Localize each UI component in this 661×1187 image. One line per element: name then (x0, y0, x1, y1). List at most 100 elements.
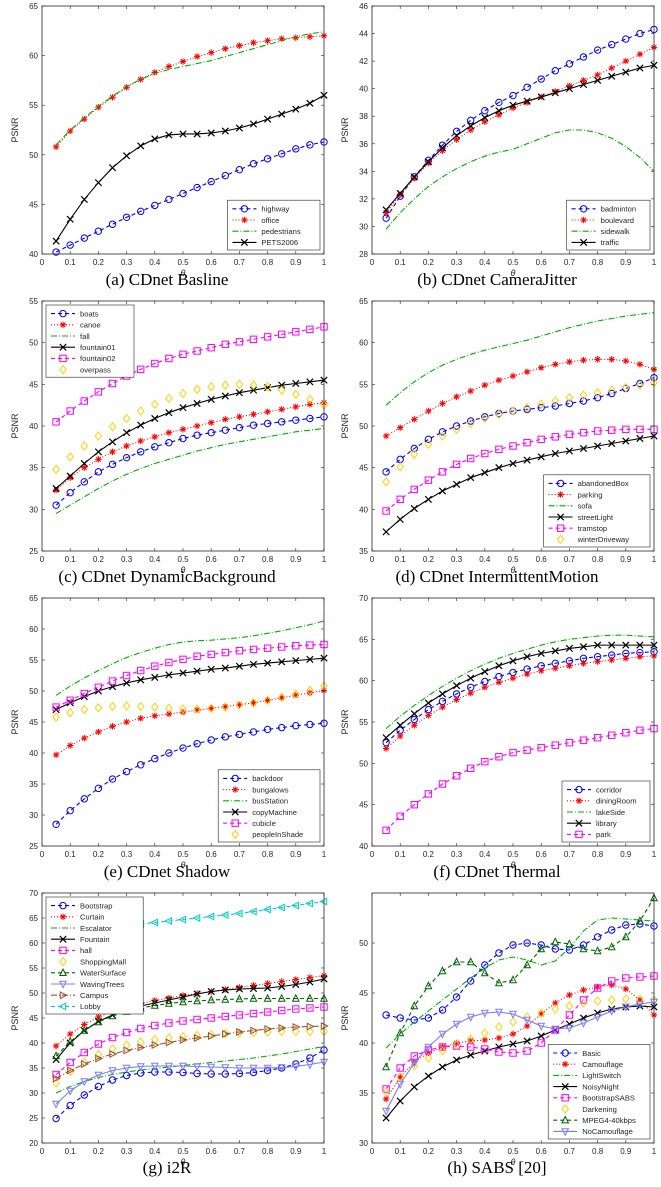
data-point-backdoor-14 (249, 728, 258, 736)
data-point-streetLight-8 (495, 464, 503, 472)
data-point-BootstrapSABS-7 (481, 1045, 489, 1053)
data-point-BootstrapSABS-15 (593, 984, 602, 992)
data-point-Campus-5 (123, 1046, 132, 1055)
data-point-WavingTrees-18 (305, 1061, 314, 1070)
data-point-PETS2006-8 (165, 131, 173, 139)
y-tick-label: 30 (29, 505, 38, 514)
data-point-Darkening-16 (607, 995, 616, 1005)
data-point-abandonedBox-0 (382, 468, 390, 476)
series-WaterSurface (52, 993, 329, 1060)
y-axis-label: PSNR (10, 117, 20, 143)
data-point-peopleInShade-6 (136, 701, 145, 712)
series-parking (382, 356, 658, 440)
series-pedestrians (55, 31, 325, 146)
data-point-canoe-6 (137, 437, 144, 445)
x-axis-label: θ (181, 860, 186, 870)
data-point-streetLight-11 (537, 453, 545, 461)
data-point-WaterSurface-15 (263, 993, 272, 1002)
y-tick-label: 50 (359, 759, 368, 768)
data-point-fountain02-6 (137, 365, 145, 374)
data-point-parking-1 (397, 424, 404, 431)
data-point-cubicle-9 (179, 655, 187, 664)
data-point-library-0 (382, 734, 390, 742)
legend-marker-hall (59, 946, 67, 955)
data-point-office-0 (52, 143, 60, 151)
data-point-library-14 (579, 643, 588, 651)
y-tick-label: 60 (29, 625, 38, 634)
data-point-backdoor-10 (193, 740, 201, 748)
data-point-cubicle-4 (108, 677, 117, 685)
data-point-Darkening-17 (621, 994, 630, 1004)
x-tick-label: 0.9 (620, 258, 632, 267)
data-point-NoCamouflage-2 (410, 1059, 419, 1068)
data-point-BootstrapSABS-18 (636, 973, 644, 981)
data-point-WaterSurface-18 (305, 993, 314, 1002)
y-axis-label: PSNR (10, 413, 20, 439)
legend-label-Basic: Basic (582, 1049, 601, 1058)
data-point-cubicle-11 (207, 650, 215, 659)
series-winterDriveway (382, 377, 658, 487)
data-point-peopleInShade-1 (66, 707, 75, 718)
data-point-overpass-8 (165, 393, 173, 404)
x-tick-label: 0.3 (451, 258, 463, 267)
y-tick-label: 44 (359, 30, 368, 39)
data-point-Darkening-8 (495, 1022, 503, 1032)
data-point-MPEG4-40kbps-8 (494, 978, 503, 987)
data-point-fountain01-0 (52, 484, 60, 493)
data-point-parking-14 (580, 356, 587, 364)
data-point-Basic-5 (452, 993, 461, 1001)
caption-e: (e) CDnet Shadow (104, 862, 231, 881)
data-point-tramstop-12 (551, 433, 559, 441)
data-point-hall-2 (80, 1048, 88, 1057)
y-tick-label: 35 (29, 464, 38, 473)
x-tick-label: 0.6 (206, 555, 218, 564)
data-point-highway-16 (278, 150, 286, 158)
y-tick-label: 45 (359, 989, 368, 998)
data-point-abandonedBox-11 (537, 403, 545, 412)
legend-label-Fountain: Fountain (80, 935, 110, 944)
data-point-library-17 (622, 641, 630, 649)
data-point-backdoor-15 (263, 725, 272, 734)
data-point-backdoor-4 (108, 775, 117, 783)
data-point-WavingTrees-14 (249, 1064, 258, 1073)
legend-marker-WavingTrees (58, 980, 68, 989)
data-point-winterDriveway-7 (480, 413, 489, 424)
data-point-fountain01-9 (179, 404, 187, 412)
data-point-Basic-14 (579, 941, 588, 949)
x-tick-label: 0.4 (479, 555, 491, 564)
data-point-backdoor-12 (221, 733, 230, 741)
data-point-diningRoom-3 (425, 712, 432, 719)
data-point-park-9 (509, 748, 517, 757)
legend-label-park: park (596, 830, 611, 839)
data-point-winterDriveway-0 (382, 477, 390, 487)
y-tick-label: 25 (29, 842, 38, 851)
series-line-badminton (385, 28, 655, 219)
data-point-NoCamouflage-10 (523, 1016, 532, 1025)
data-point-office-10 (193, 53, 201, 60)
y-tick-label: 65 (29, 914, 38, 923)
data-point-WavingTrees-1 (66, 1087, 75, 1096)
data-point-badminton-7 (481, 107, 489, 115)
series-PETS2006 (52, 91, 328, 245)
data-point-streetLight-17 (622, 437, 630, 445)
y-tick-label: 30 (359, 222, 368, 231)
data-point-Basic-9 (509, 941, 517, 949)
data-point-office-5 (123, 84, 130, 91)
data-point-library-15 (593, 641, 602, 649)
x-tick-label: 0 (40, 258, 45, 267)
x-tick-label: 0.9 (290, 258, 302, 267)
x-axis-label: θ (511, 1157, 516, 1167)
series-line-Bootstrap (55, 1049, 325, 1119)
data-point-park-17 (622, 729, 630, 737)
data-point-PETS2006-16 (278, 110, 286, 118)
data-point-library-1 (396, 721, 404, 729)
data-point-Basic-0 (382, 1011, 390, 1019)
data-point-cubicle-3 (94, 683, 103, 691)
data-point-Camouflage-14 (580, 986, 587, 994)
data-point-office-16 (278, 35, 285, 42)
data-point-peopleInShade-9 (179, 704, 187, 714)
x-tick-label: 0.6 (536, 555, 548, 564)
x-tick-label: 0.2 (93, 850, 105, 859)
data-point-backdoor-16 (278, 723, 286, 732)
x-tick-label: 0.5 (507, 258, 519, 267)
